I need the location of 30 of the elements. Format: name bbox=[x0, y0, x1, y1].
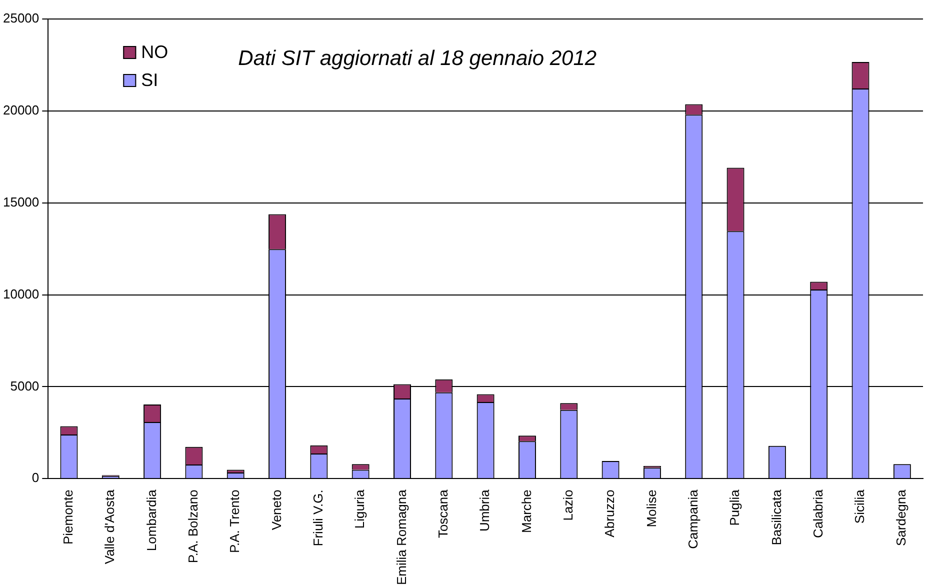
text: Dati SIT aggiornati al 18 gennaio 2012 bbox=[238, 46, 597, 70]
y-tick-label: 20000 bbox=[2, 102, 40, 118]
legend-label: NO bbox=[141, 42, 168, 62]
x-tick-label: Lazio bbox=[560, 490, 576, 521]
x-tick-label: Valle d'Aosta bbox=[102, 488, 118, 564]
x-tick-label: Friuli V.G. bbox=[310, 490, 326, 546]
x-tick-label: Marche bbox=[518, 490, 534, 533]
x-tick-label: Campania bbox=[685, 488, 700, 549]
x-tick-label: Basilicata bbox=[768, 488, 784, 546]
x-tick-label: Calabria bbox=[810, 488, 826, 538]
x-tick-label: Veneto bbox=[268, 490, 284, 530]
y-tick-label: 10000 bbox=[2, 286, 40, 302]
x-tick-label: Sardegna bbox=[894, 488, 909, 546]
x-tick-label: P.A. Bolzano bbox=[186, 490, 201, 564]
legend-label: SI bbox=[141, 70, 158, 90]
x-tick-label: Toscana bbox=[435, 488, 450, 538]
x-tick-label: Molise bbox=[644, 490, 659, 528]
x-tick-label: Puglia bbox=[727, 488, 742, 526]
x-tick-label: Liguria bbox=[352, 488, 368, 529]
y-tick-label: 0 bbox=[32, 470, 40, 486]
x-tick-label: Sicilia bbox=[852, 488, 868, 524]
x-tick-label: Umbria bbox=[477, 488, 492, 532]
x-tick-label: Piemonte bbox=[60, 490, 76, 545]
y-tick-label: 15000 bbox=[2, 194, 40, 210]
y-tick-label: 5000 bbox=[10, 378, 40, 394]
x-tick-label: Lombardia bbox=[144, 488, 159, 552]
x-tick-label: P.A. Trento bbox=[227, 490, 242, 553]
x-tick-label: Abruzzo bbox=[602, 490, 618, 538]
x-tick-label: Emilia Romagna bbox=[394, 488, 409, 585]
y-tick-label: 25000 bbox=[2, 10, 40, 26]
